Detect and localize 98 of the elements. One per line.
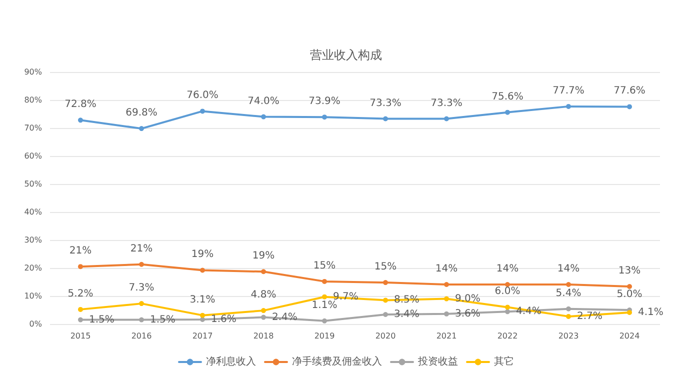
point <box>139 301 144 306</box>
data-label: 14% <box>557 264 580 275</box>
point <box>139 262 144 267</box>
point <box>78 264 83 270</box>
data-label: 19% <box>191 249 214 260</box>
legend-label: 投资收益 <box>417 356 458 368</box>
data-label: 69.8% <box>126 108 158 119</box>
data-label: 15% <box>313 260 336 272</box>
data-label: 1.5% <box>150 314 176 326</box>
x-tick-label: 2019 <box>314 332 335 340</box>
data-label: 5.2% <box>68 288 94 300</box>
data-label: 14% <box>496 264 519 275</box>
point <box>444 116 449 122</box>
point <box>78 118 83 123</box>
point <box>200 317 205 322</box>
point <box>261 269 266 274</box>
data-label: 14% <box>435 264 458 275</box>
y-tick-label: 60% <box>24 152 42 160</box>
x-tick-label: 2017 <box>192 332 213 340</box>
point <box>261 114 266 120</box>
point <box>322 318 327 324</box>
data-label: 5.4% <box>556 288 582 299</box>
data-label: 76.0% <box>186 90 218 102</box>
data-label: 75.6% <box>492 91 524 102</box>
point <box>78 317 83 322</box>
data-label: 74.0% <box>248 96 280 107</box>
point <box>383 280 388 286</box>
y-tick-label: 10% <box>24 292 42 300</box>
data-label: 19% <box>252 250 275 262</box>
point <box>566 314 571 319</box>
legend-label: 净利息收入 <box>206 356 256 368</box>
data-label: 6.0% <box>494 286 520 298</box>
data-label: 73.3% <box>430 98 462 109</box>
data-label: 21% <box>130 243 153 254</box>
data-label: 3.4% <box>394 308 420 320</box>
point <box>566 306 571 312</box>
x-tick-label: 2016 <box>131 332 152 340</box>
y-tick-label: 50% <box>24 180 42 188</box>
legend-label: 净手续费及佣金收入 <box>292 356 382 368</box>
data-label: 77.6% <box>614 86 646 97</box>
point <box>261 314 266 320</box>
y-tick-label: 70% <box>24 124 42 132</box>
point <box>505 304 510 310</box>
chart-title: 营业收入构成 <box>310 48 382 62</box>
point <box>627 104 632 110</box>
data-label: 1.6% <box>211 314 236 326</box>
data-label: 4.8% <box>250 290 276 301</box>
point <box>627 284 632 289</box>
point <box>322 114 327 120</box>
data-label: 5.0% <box>616 289 642 300</box>
y-tick-label: 90% <box>24 68 42 76</box>
point <box>444 282 449 288</box>
y-tick-label: 30% <box>24 236 42 244</box>
point <box>383 298 388 303</box>
point <box>383 312 388 317</box>
point <box>505 309 510 314</box>
x-tick-label: 2020 <box>375 332 396 340</box>
data-label: 3.6% <box>455 308 480 320</box>
point <box>322 294 327 300</box>
data-label: 2.4% <box>272 312 298 323</box>
data-label: 3.1% <box>190 294 216 306</box>
y-tick-label: 0% <box>29 320 42 328</box>
data-label: 73.9% <box>308 96 340 108</box>
point <box>383 116 388 122</box>
point <box>444 296 449 302</box>
data-label: 15% <box>374 262 397 273</box>
data-label: 4.1% <box>638 307 664 318</box>
point <box>566 282 571 288</box>
x-tick-label: 2015 <box>70 332 91 340</box>
point <box>566 104 571 109</box>
point <box>261 308 266 314</box>
point <box>139 317 144 322</box>
point <box>200 108 205 114</box>
point <box>78 306 83 312</box>
data-label: 1.5% <box>89 314 114 326</box>
point <box>627 310 632 316</box>
point <box>200 268 205 273</box>
data-label: 77.7% <box>552 85 584 96</box>
data-label: 73.3% <box>370 98 402 109</box>
legend-label: 其它 <box>494 356 514 368</box>
point <box>200 312 205 318</box>
x-tick-label: 2021 <box>436 332 457 340</box>
y-tick-label: 20% <box>24 264 42 272</box>
point <box>505 110 510 115</box>
point <box>444 311 449 316</box>
y-tick-label: 40% <box>24 208 42 216</box>
data-label: 21% <box>69 246 92 257</box>
data-label: 13% <box>618 265 641 276</box>
x-tick-label: 2024 <box>619 332 640 340</box>
data-label: 7.3% <box>128 282 154 294</box>
x-tick-label: 2022 <box>497 332 518 340</box>
point <box>139 126 144 132</box>
x-tick-label: 2018 <box>253 332 274 340</box>
data-label: 72.8% <box>64 99 96 110</box>
point <box>322 278 327 284</box>
x-tick-label: 2023 <box>558 332 579 340</box>
y-tick-label: 80% <box>24 96 42 104</box>
data-label: 1.1% <box>312 300 338 311</box>
